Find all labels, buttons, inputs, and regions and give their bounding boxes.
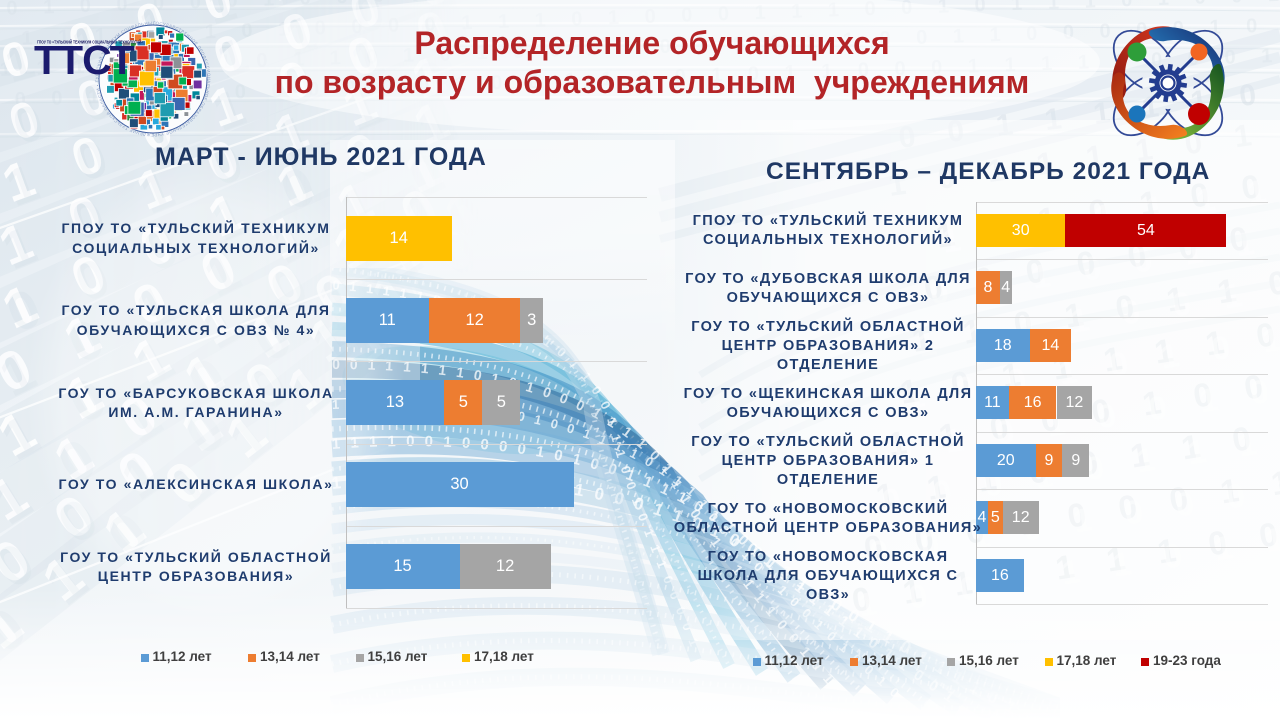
svg-text:ТТСТ: ТТСТ: [34, 37, 135, 83]
svg-text:ГПОУ ТО «ТУЛЬСКИЙ ТЕХНИКУМ СОЦ: ГПОУ ТО «ТУЛЬСКИЙ ТЕХНИКУМ СОЦИАЛЬНЫХ ТЕ…: [37, 38, 143, 45]
